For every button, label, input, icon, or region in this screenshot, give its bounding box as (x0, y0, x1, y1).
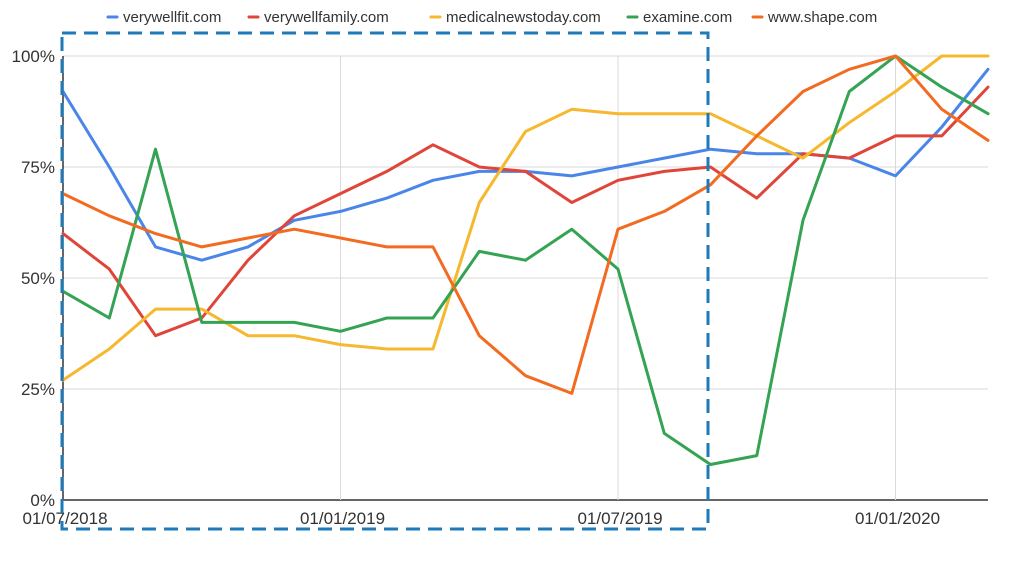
legend-label: medicalnewstoday.com (446, 9, 601, 26)
x-tick-label: 01/01/2019 (300, 509, 385, 528)
y-tick-label: 50% (21, 269, 55, 288)
x-axis-tick-labels: 01/07/2018 01/01/2019 01/07/2019 01/01/2020 (22, 509, 940, 528)
chart-series-lines (61, 54, 990, 466)
series-line-medicalnewstoday-com (61, 54, 990, 382)
legend-label: verywellfit.com (123, 9, 221, 26)
chart-legend: verywellfit.com verywellfamily.com medical… (106, 9, 877, 26)
y-tick-label: 75% (21, 158, 55, 177)
series-line-verywellfamily-com (61, 85, 990, 338)
y-tick-label: 100% (12, 47, 55, 66)
annotation-dashed-box (60, 31, 710, 531)
x-tick-label: 01/07/2018 (22, 509, 107, 528)
series-line-www-shape-com (61, 54, 990, 395)
y-axis-tick-labels: 0% 25% 50% 75% 100% (12, 47, 55, 510)
y-tick-label: 25% (21, 380, 55, 399)
legend-label: www.shape.com (767, 9, 877, 26)
series-line-examine-com (61, 54, 990, 466)
x-tick-label: 01/07/2019 (577, 509, 662, 528)
legend-label: examine.com (643, 9, 732, 26)
x-tick-label: 01/01/2020 (855, 509, 940, 528)
y-tick-label: 0% (30, 491, 55, 510)
series-line-verywellfit-com (61, 67, 990, 262)
legend-label: verywellfamily.com (264, 9, 389, 26)
